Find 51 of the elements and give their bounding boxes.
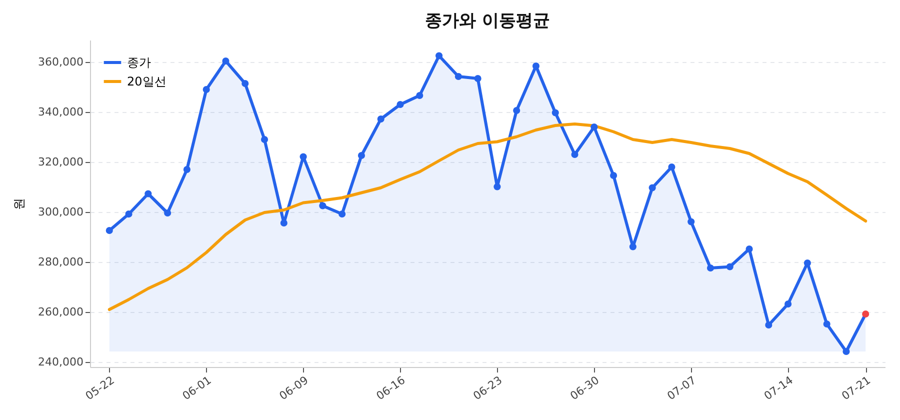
legend-label: 종가	[127, 56, 151, 70]
point	[706, 264, 714, 272]
point	[300, 153, 307, 160]
point	[183, 166, 190, 174]
point	[416, 92, 424, 100]
point	[319, 202, 326, 210]
point	[571, 150, 578, 158]
y-axis-title: 원	[12, 198, 26, 210]
point	[823, 320, 830, 328]
line-series	[108, 122, 868, 311]
point	[862, 310, 870, 318]
point	[590, 123, 598, 131]
point	[629, 243, 636, 250]
point	[648, 184, 656, 192]
y-tick-label: 360,000	[38, 55, 84, 68]
point	[610, 172, 618, 180]
point	[260, 136, 268, 144]
y-tick-label: 300,000	[38, 205, 84, 218]
y-tick-label: 340,000	[38, 105, 84, 118]
point	[125, 210, 132, 218]
point	[726, 263, 734, 270]
point	[804, 259, 811, 267]
point	[765, 321, 772, 329]
point	[454, 72, 462, 80]
point	[280, 219, 288, 227]
point	[338, 210, 346, 218]
point	[377, 115, 384, 123]
point	[474, 74, 482, 82]
point	[202, 86, 210, 94]
point	[552, 109, 559, 116]
point	[106, 226, 113, 234]
point	[668, 163, 676, 171]
point	[746, 245, 753, 253]
point	[494, 183, 501, 190]
point	[784, 300, 792, 308]
point	[842, 348, 850, 356]
legend-label: 20일선	[127, 74, 166, 88]
point	[358, 152, 365, 160]
point	[688, 218, 695, 226]
point	[222, 57, 230, 65]
chart-title: 종가와 이동평균	[425, 11, 550, 31]
point	[396, 100, 404, 108]
y-tick-label: 240,000	[38, 355, 84, 368]
point	[513, 106, 520, 114]
point	[242, 80, 249, 88]
y-tick-label: 320,000	[38, 155, 84, 168]
point	[144, 190, 152, 198]
y-tick-label: 280,000	[38, 255, 84, 268]
point	[435, 52, 443, 60]
point	[164, 209, 172, 217]
y-tick-label: 260,000	[38, 305, 84, 318]
